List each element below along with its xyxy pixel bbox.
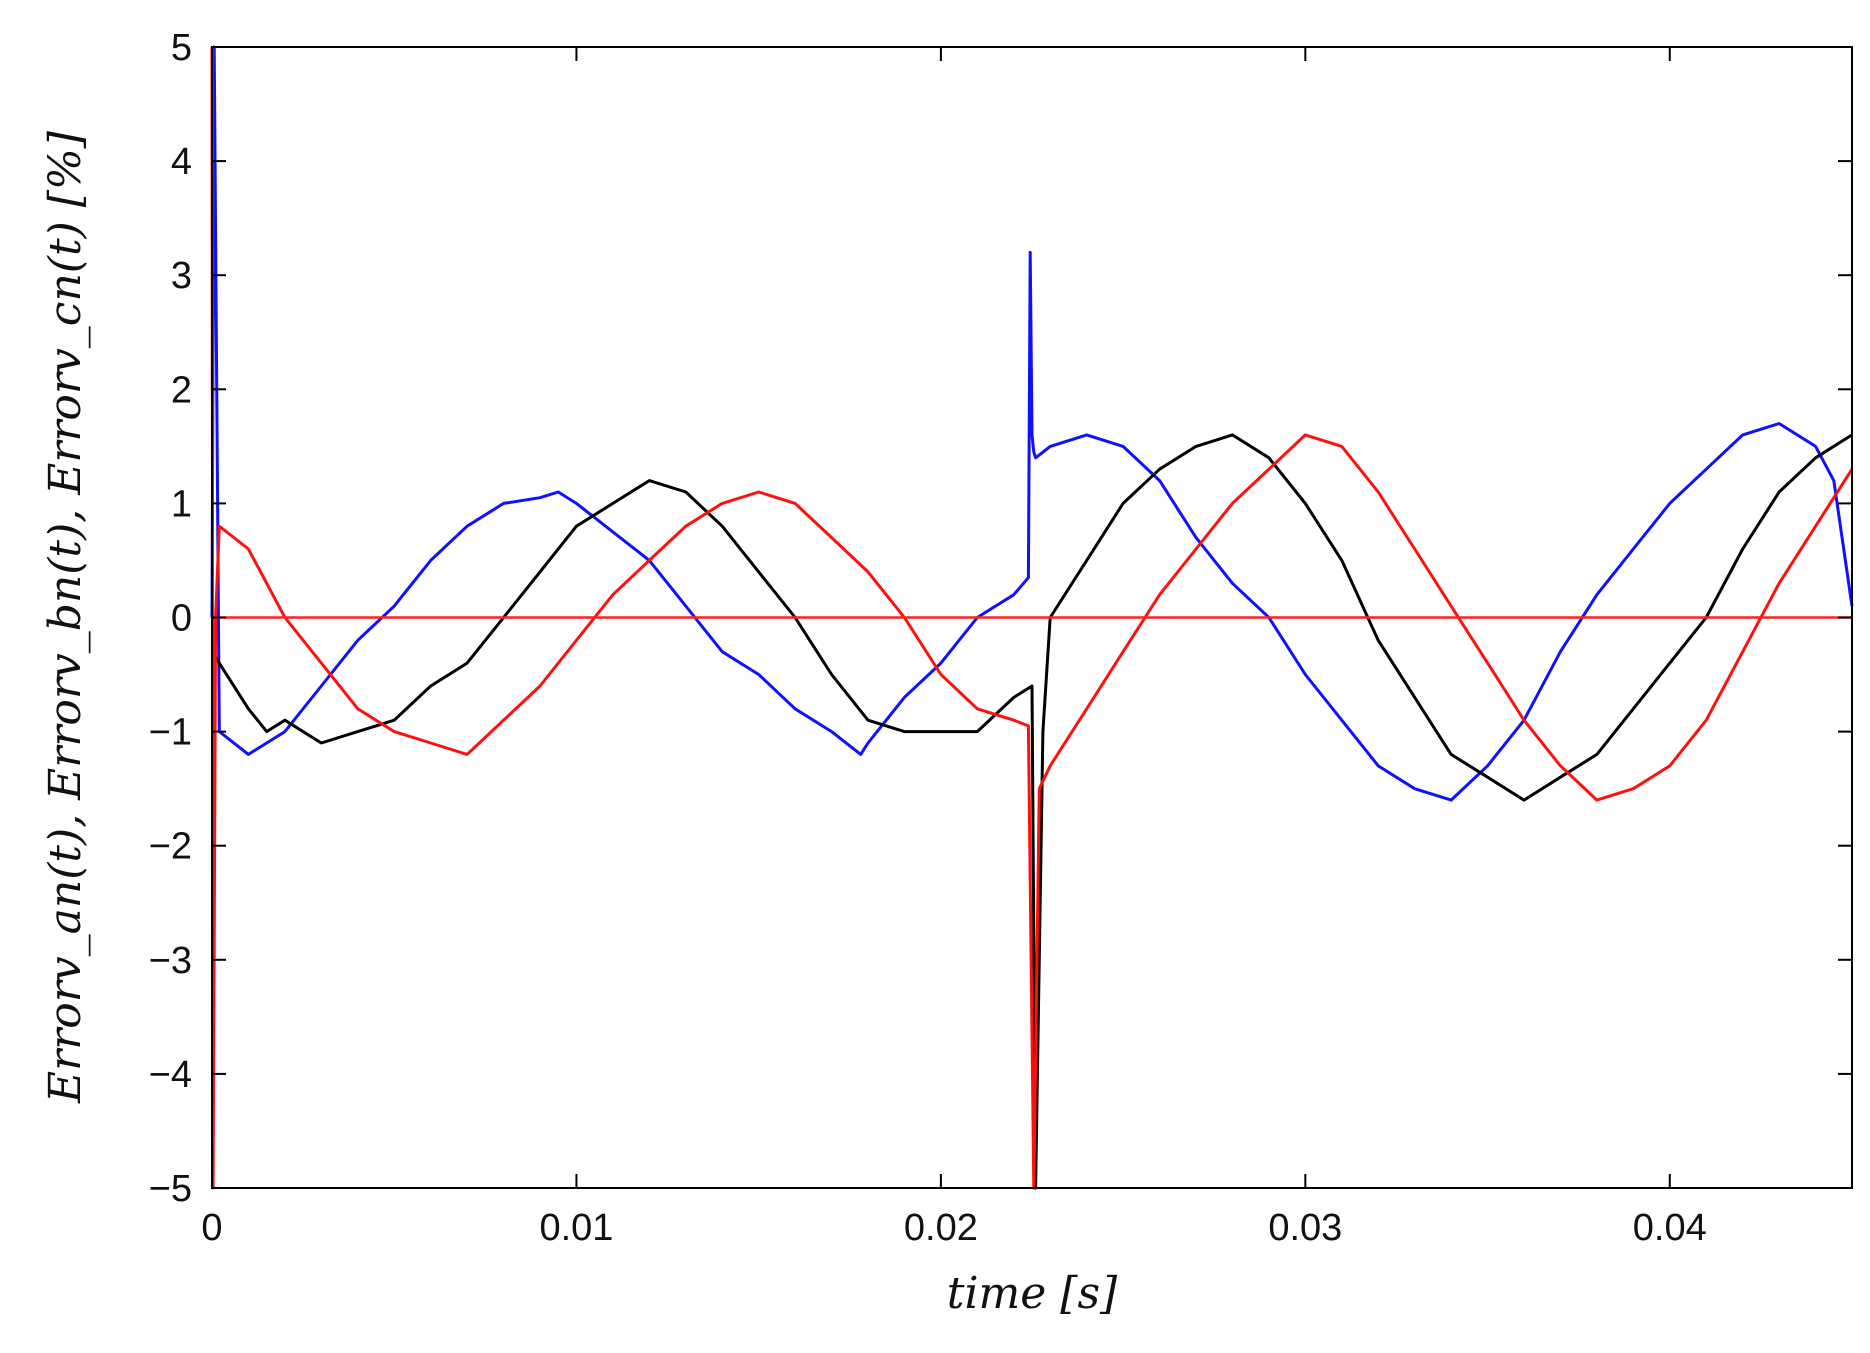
y-tick-label: 0 [171,598,192,640]
x-tick-label: 0.03 [1268,1207,1342,1249]
ticks-layer: 0 0.01 0.02 0.03 0.04 −5 −4 −3 −2 −1 0 1 2 3 4 5 [149,27,1852,1249]
x-tick-label: 0 [201,1207,222,1249]
y-tick-label: 1 [171,483,192,525]
series-line-1 [210,45,1854,802]
y-tick-label: −1 [149,712,192,754]
series-line-3 [210,46,1854,1190]
series-line-2 [210,433,1853,1190]
y-tick-label: −2 [149,826,192,868]
y-tick-label: −4 [149,1054,192,1096]
y-tick-label: 2 [171,369,192,411]
x-axis-label: time [s] [947,1268,1118,1319]
y-axis-label: Errorv_an(t), Errorv_bn(t), Errorv_cn(t)… [40,130,91,1104]
series-layer [210,45,1854,1190]
x-tick-label: 0.01 [539,1207,613,1249]
y-tick-label: 3 [171,255,192,297]
y-tick-label: −3 [149,940,192,982]
y-tick-label: −5 [149,1168,192,1210]
x-tick-label: 0.02 [904,1207,978,1249]
y-tick-label: 5 [171,27,192,69]
y-tick-label: 4 [171,141,192,183]
x-tick-label: 0.04 [1633,1207,1707,1249]
